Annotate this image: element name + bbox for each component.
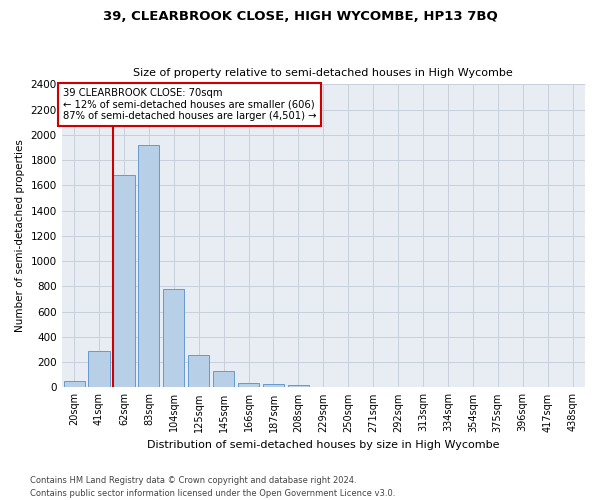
Y-axis label: Number of semi-detached properties: Number of semi-detached properties bbox=[15, 140, 25, 332]
Bar bbox=[188, 355, 209, 388]
Bar bbox=[263, 384, 284, 388]
Text: Contains HM Land Registry data © Crown copyright and database right 2024.
Contai: Contains HM Land Registry data © Crown c… bbox=[30, 476, 395, 498]
Bar bbox=[213, 371, 234, 388]
Bar bbox=[64, 381, 85, 388]
Bar bbox=[288, 385, 309, 388]
Bar bbox=[113, 176, 134, 388]
Text: 39, CLEARBROOK CLOSE, HIGH WYCOMBE, HP13 7BQ: 39, CLEARBROOK CLOSE, HIGH WYCOMBE, HP13… bbox=[103, 10, 497, 23]
Text: 39 CLEARBROOK CLOSE: 70sqm
← 12% of semi-detached houses are smaller (606)
87% o: 39 CLEARBROOK CLOSE: 70sqm ← 12% of semi… bbox=[63, 88, 316, 122]
Title: Size of property relative to semi-detached houses in High Wycombe: Size of property relative to semi-detach… bbox=[133, 68, 513, 78]
Bar bbox=[138, 145, 160, 388]
Bar bbox=[238, 383, 259, 388]
X-axis label: Distribution of semi-detached houses by size in High Wycombe: Distribution of semi-detached houses by … bbox=[147, 440, 500, 450]
Bar bbox=[163, 289, 184, 388]
Bar bbox=[88, 351, 110, 388]
